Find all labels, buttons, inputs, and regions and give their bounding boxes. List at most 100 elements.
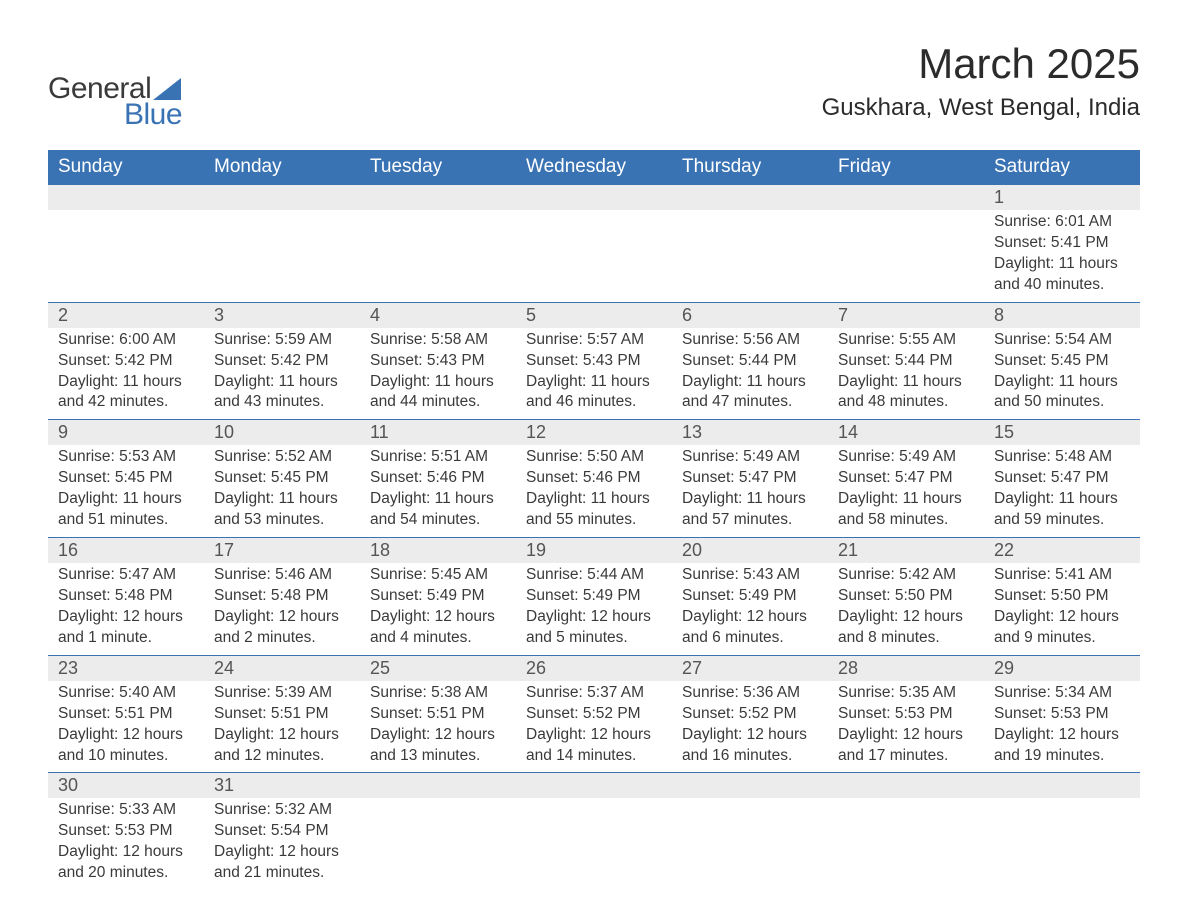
day-details: Sunrise: 5:40 AMSunset: 5:51 PMDaylight:… xyxy=(48,681,204,773)
day-cell-details: Sunrise: 5:45 AMSunset: 5:49 PMDaylight:… xyxy=(360,563,516,655)
daylight-text: Daylight: 11 hours and 43 minutes. xyxy=(214,372,350,414)
logo-sail-icon xyxy=(153,78,181,100)
day-cell-num: 2 xyxy=(48,302,204,328)
day-cell-num: 13 xyxy=(672,420,828,446)
day-number: 9 xyxy=(48,420,204,445)
day-cell-num xyxy=(360,185,516,211)
sunset-text: Sunset: 5:53 PM xyxy=(994,704,1130,725)
daylight-text: Daylight: 12 hours and 10 minutes. xyxy=(58,725,194,767)
sunset-text: Sunset: 5:53 PM xyxy=(838,704,974,725)
day-cell-num: 3 xyxy=(204,302,360,328)
dayheader-tue: Tuesday xyxy=(360,150,516,185)
day-cell-num xyxy=(828,773,984,799)
day-details: Sunrise: 5:58 AMSunset: 5:43 PMDaylight:… xyxy=(360,328,516,420)
day-number xyxy=(360,773,516,797)
sunrise-text: Sunrise: 5:46 AM xyxy=(214,565,350,586)
day-number: 4 xyxy=(360,303,516,328)
sunset-text: Sunset: 5:48 PM xyxy=(58,586,194,607)
day-cell-num: 27 xyxy=(672,655,828,681)
day-number xyxy=(828,773,984,797)
day-cell-details xyxy=(672,798,828,890)
day-number: 29 xyxy=(984,656,1140,681)
sunrise-text: Sunrise: 5:45 AM xyxy=(370,565,506,586)
day-cell-details: Sunrise: 5:33 AMSunset: 5:53 PMDaylight:… xyxy=(48,798,204,890)
day-details: Sunrise: 5:51 AMSunset: 5:46 PMDaylight:… xyxy=(360,445,516,537)
sunset-text: Sunset: 5:54 PM xyxy=(214,821,350,842)
sunset-text: Sunset: 5:42 PM xyxy=(58,351,194,372)
day-details xyxy=(828,798,984,882)
day-details xyxy=(828,210,984,294)
day-cell-details: Sunrise: 5:53 AMSunset: 5:45 PMDaylight:… xyxy=(48,445,204,537)
sunrise-text: Sunrise: 5:32 AM xyxy=(214,800,350,821)
sunset-text: Sunset: 5:47 PM xyxy=(838,468,974,489)
day-cell-details: Sunrise: 5:57 AMSunset: 5:43 PMDaylight:… xyxy=(516,328,672,420)
dayheader-thu: Thursday xyxy=(672,150,828,185)
day-cell-details: Sunrise: 5:38 AMSunset: 5:51 PMDaylight:… xyxy=(360,681,516,773)
day-cell-num: 25 xyxy=(360,655,516,681)
day-cell-details xyxy=(672,210,828,302)
day-number: 27 xyxy=(672,656,828,681)
day-number: 14 xyxy=(828,420,984,445)
day-details: Sunrise: 5:47 AMSunset: 5:48 PMDaylight:… xyxy=(48,563,204,655)
day-details: Sunrise: 5:48 AMSunset: 5:47 PMDaylight:… xyxy=(984,445,1140,537)
day-cell-num: 16 xyxy=(48,538,204,564)
day-cell-details: Sunrise: 5:58 AMSunset: 5:43 PMDaylight:… xyxy=(360,328,516,420)
day-details: Sunrise: 5:38 AMSunset: 5:51 PMDaylight:… xyxy=(360,681,516,773)
sunrise-text: Sunrise: 5:51 AM xyxy=(370,447,506,468)
day-details: Sunrise: 5:45 AMSunset: 5:49 PMDaylight:… xyxy=(360,563,516,655)
sunset-text: Sunset: 5:50 PM xyxy=(838,586,974,607)
sunset-text: Sunset: 5:51 PM xyxy=(58,704,194,725)
dayheader-sat: Saturday xyxy=(984,150,1140,185)
day-details: Sunrise: 6:01 AMSunset: 5:41 PMDaylight:… xyxy=(984,210,1140,302)
daylight-text: Daylight: 12 hours and 5 minutes. xyxy=(526,607,662,649)
location: Guskhara, West Bengal, India xyxy=(822,94,1140,122)
day-details: Sunrise: 5:53 AMSunset: 5:45 PMDaylight:… xyxy=(48,445,204,537)
sunset-text: Sunset: 5:51 PM xyxy=(214,704,350,725)
day-details: Sunrise: 5:32 AMSunset: 5:54 PMDaylight:… xyxy=(204,798,360,890)
day-details: Sunrise: 5:49 AMSunset: 5:47 PMDaylight:… xyxy=(828,445,984,537)
sunrise-text: Sunrise: 5:56 AM xyxy=(682,330,818,351)
daylight-text: Daylight: 11 hours and 48 minutes. xyxy=(838,372,974,414)
day-cell-num: 31 xyxy=(204,773,360,799)
day-details: Sunrise: 5:49 AMSunset: 5:47 PMDaylight:… xyxy=(672,445,828,537)
daylight-text: Daylight: 11 hours and 47 minutes. xyxy=(682,372,818,414)
sunset-text: Sunset: 5:43 PM xyxy=(526,351,662,372)
sunrise-text: Sunrise: 5:47 AM xyxy=(58,565,194,586)
day-cell-details: Sunrise: 5:49 AMSunset: 5:47 PMDaylight:… xyxy=(672,445,828,537)
day-cell-details: Sunrise: 5:46 AMSunset: 5:48 PMDaylight:… xyxy=(204,563,360,655)
day-details xyxy=(360,798,516,882)
daylight-text: Daylight: 12 hours and 1 minute. xyxy=(58,607,194,649)
day-number: 20 xyxy=(672,538,828,563)
dayheader-fri: Friday xyxy=(828,150,984,185)
daylight-text: Daylight: 11 hours and 44 minutes. xyxy=(370,372,506,414)
daylight-text: Daylight: 11 hours and 51 minutes. xyxy=(58,489,194,531)
calendar-table: Sunday Monday Tuesday Wednesday Thursday… xyxy=(48,150,1140,890)
day-number: 19 xyxy=(516,538,672,563)
daylight-text: Daylight: 12 hours and 9 minutes. xyxy=(994,607,1130,649)
day-cell-details: Sunrise: 5:59 AMSunset: 5:42 PMDaylight:… xyxy=(204,328,360,420)
sunset-text: Sunset: 5:46 PM xyxy=(370,468,506,489)
day-details: Sunrise: 5:57 AMSunset: 5:43 PMDaylight:… xyxy=(516,328,672,420)
day-details xyxy=(360,210,516,294)
day-details xyxy=(672,798,828,882)
day-details: Sunrise: 5:36 AMSunset: 5:52 PMDaylight:… xyxy=(672,681,828,773)
week-details-row: Sunrise: 5:40 AMSunset: 5:51 PMDaylight:… xyxy=(48,681,1140,773)
sunset-text: Sunset: 5:47 PM xyxy=(682,468,818,489)
day-number: 17 xyxy=(204,538,360,563)
sunrise-text: Sunrise: 5:41 AM xyxy=(994,565,1130,586)
sunrise-text: Sunrise: 5:48 AM xyxy=(994,447,1130,468)
day-cell-num: 8 xyxy=(984,302,1140,328)
day-details: Sunrise: 5:39 AMSunset: 5:51 PMDaylight:… xyxy=(204,681,360,773)
day-cell-num xyxy=(516,773,672,799)
day-cell-details: Sunrise: 5:51 AMSunset: 5:46 PMDaylight:… xyxy=(360,445,516,537)
day-cell-num xyxy=(672,773,828,799)
daylight-text: Daylight: 11 hours and 53 minutes. xyxy=(214,489,350,531)
day-cell-details: Sunrise: 5:54 AMSunset: 5:45 PMDaylight:… xyxy=(984,328,1140,420)
day-cell-num: 22 xyxy=(984,538,1140,564)
sunset-text: Sunset: 5:48 PM xyxy=(214,586,350,607)
day-number: 5 xyxy=(516,303,672,328)
title-block: March 2025 Guskhara, West Bengal, India xyxy=(822,40,1140,122)
day-cell-details: Sunrise: 5:34 AMSunset: 5:53 PMDaylight:… xyxy=(984,681,1140,773)
day-cell-details: Sunrise: 5:42 AMSunset: 5:50 PMDaylight:… xyxy=(828,563,984,655)
daylight-text: Daylight: 11 hours and 58 minutes. xyxy=(838,489,974,531)
